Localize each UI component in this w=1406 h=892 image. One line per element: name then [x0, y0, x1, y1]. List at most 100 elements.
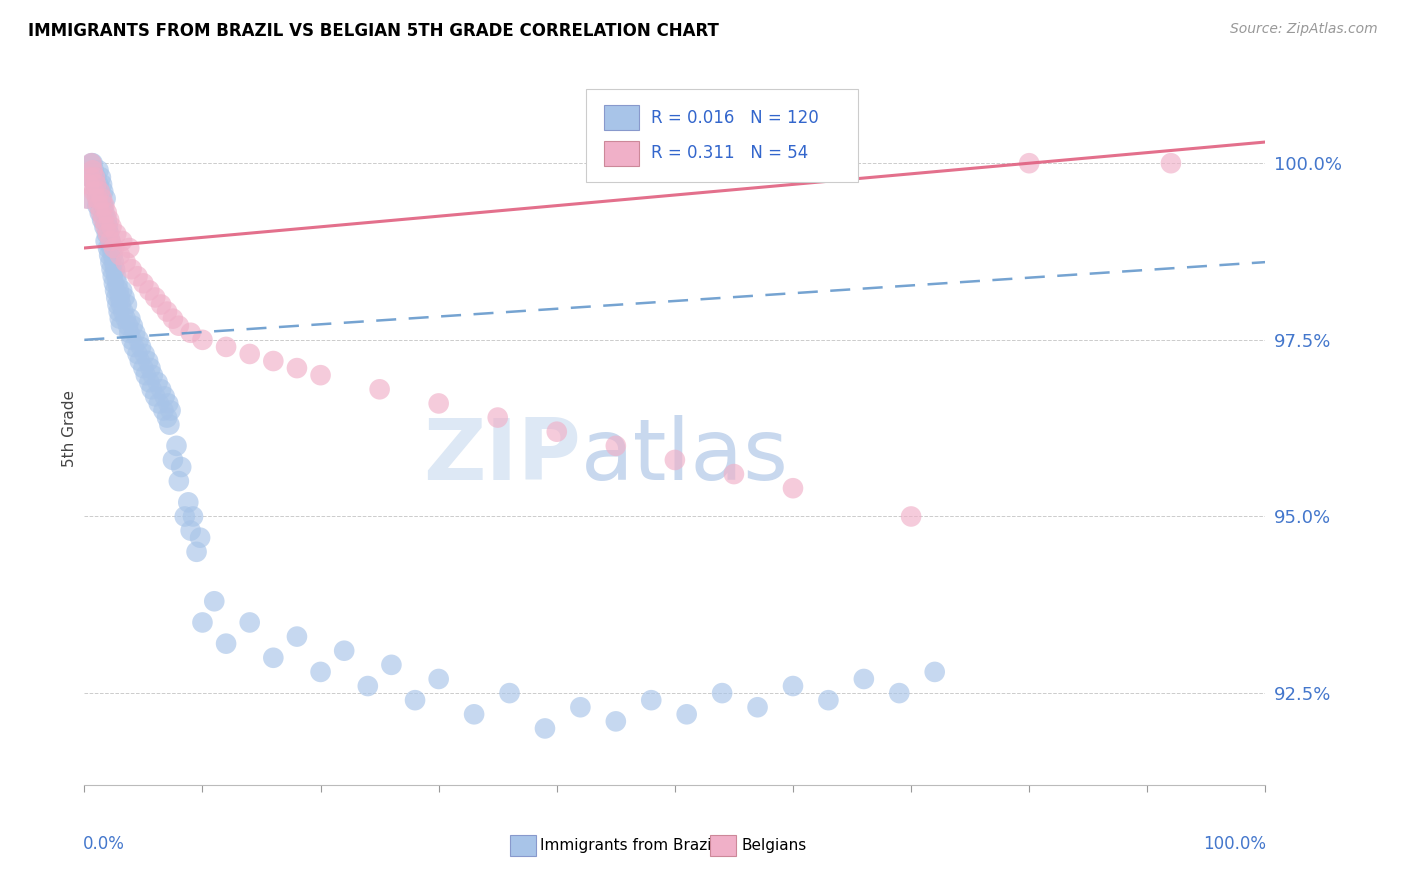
Point: [368, 382, 391, 396]
Point: [181, 509, 204, 524]
Point: [139, 361, 162, 376]
Point: [463, 707, 485, 722]
Text: 0.0%: 0.0%: [83, 835, 125, 853]
Point: [89, 205, 111, 219]
Point: [128, 354, 150, 368]
Point: [167, 474, 190, 488]
Point: [87, 163, 110, 178]
Point: [114, 255, 136, 269]
Point: [191, 615, 214, 630]
Point: [90, 205, 112, 219]
Bar: [605, 105, 640, 130]
Point: [132, 277, 155, 291]
Point: [100, 241, 122, 255]
Point: [152, 403, 174, 417]
Point: [333, 644, 356, 658]
Point: [105, 290, 128, 304]
Point: [186, 545, 208, 559]
Point: [120, 311, 142, 326]
FancyBboxPatch shape: [586, 89, 858, 182]
Point: [150, 297, 173, 311]
Point: [83, 185, 105, 199]
Point: [546, 425, 568, 439]
Bar: [509, 835, 536, 856]
Point: [94, 192, 117, 206]
Point: [534, 722, 557, 736]
Point: [498, 686, 520, 700]
Point: [262, 650, 284, 665]
Point: [77, 178, 100, 192]
Point: [180, 326, 202, 340]
Point: [486, 410, 509, 425]
Point: [118, 241, 141, 255]
Point: [101, 269, 124, 284]
Point: [156, 304, 179, 318]
Point: [112, 304, 135, 318]
Point: [100, 262, 122, 277]
Point: [924, 665, 946, 679]
Point: [166, 439, 188, 453]
Text: R = 0.016   N = 120: R = 0.016 N = 120: [651, 109, 820, 127]
Point: [90, 192, 112, 206]
Point: [143, 389, 166, 403]
Point: [157, 417, 180, 432]
Point: [108, 248, 131, 262]
Point: [111, 284, 134, 298]
Text: IMMIGRANTS FROM BRAZIL VS BELGIAN 5TH GRADE CORRELATION CHART: IMMIGRANTS FROM BRAZIL VS BELGIAN 5TH GR…: [28, 22, 718, 40]
Point: [285, 630, 308, 644]
Point: [96, 227, 118, 241]
Y-axis label: 5th Grade: 5th Grade: [62, 390, 77, 467]
Point: [91, 198, 114, 212]
Point: [121, 333, 143, 347]
Point: [605, 439, 627, 453]
Text: Belgians: Belgians: [741, 838, 806, 853]
Text: 100.0%: 100.0%: [1204, 835, 1267, 853]
Point: [101, 248, 124, 262]
Point: [118, 326, 141, 340]
Point: [404, 693, 426, 707]
Point: [84, 178, 107, 192]
Point: [86, 198, 108, 212]
Point: [711, 686, 734, 700]
Point: [121, 262, 143, 277]
Point: [117, 318, 139, 333]
Point: [142, 368, 165, 383]
Point: [124, 326, 146, 340]
Point: [111, 234, 134, 248]
Point: [107, 284, 129, 298]
Point: [107, 297, 129, 311]
Point: [100, 219, 122, 234]
Point: [97, 219, 120, 234]
Point: [153, 389, 176, 403]
Point: [91, 212, 114, 227]
Point: [103, 255, 125, 269]
Text: Source: ZipAtlas.com: Source: ZipAtlas.com: [1230, 22, 1378, 37]
Text: ZIP: ZIP: [423, 415, 581, 499]
Point: [94, 219, 117, 234]
Point: [239, 347, 262, 361]
Point: [122, 340, 145, 354]
Point: [76, 192, 98, 206]
Point: [96, 205, 118, 219]
Point: [180, 524, 202, 538]
Point: [129, 340, 152, 354]
Point: [138, 284, 160, 298]
Point: [309, 368, 332, 383]
Point: [93, 205, 115, 219]
Point: [107, 304, 129, 318]
Point: [285, 361, 308, 376]
Point: [105, 269, 128, 284]
Point: [79, 170, 101, 185]
Point: [782, 679, 804, 693]
Point: [89, 185, 111, 199]
Point: [91, 212, 114, 227]
Point: [177, 495, 200, 509]
Point: [128, 333, 150, 347]
Point: [97, 241, 120, 255]
Point: [135, 368, 157, 383]
Point: [127, 347, 149, 361]
Point: [96, 212, 118, 227]
Point: [215, 637, 238, 651]
Point: [94, 234, 117, 248]
Point: [723, 467, 745, 481]
